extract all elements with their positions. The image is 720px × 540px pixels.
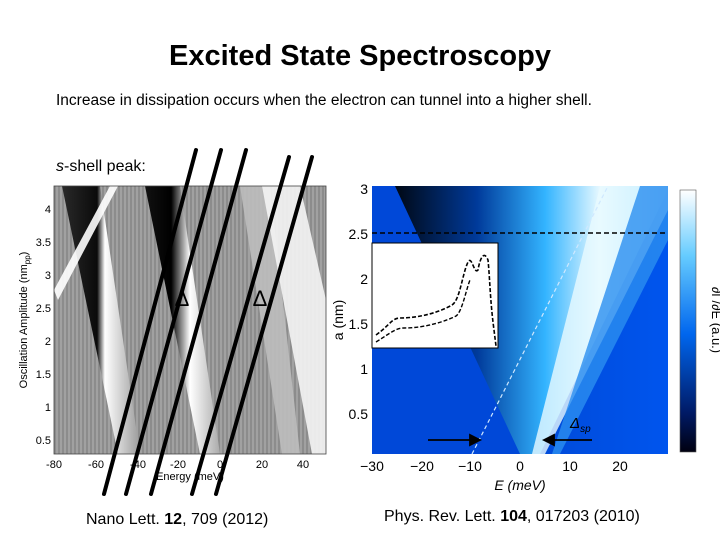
s-shell-peak-label: s-shell peak: — [56, 158, 146, 176]
right-xlabel: E (meV) — [494, 477, 545, 493]
left-xtick: 20 — [256, 459, 268, 471]
delta-arrows — [428, 433, 592, 447]
right-ytick: 3 — [360, 181, 368, 197]
inset-curve-1 — [375, 254, 497, 347]
left-ytick: 2 — [45, 336, 51, 348]
right-citation-volume: 104 — [500, 508, 527, 525]
right-xtick: −10 — [458, 458, 482, 474]
left-ytick: 3 — [45, 270, 51, 282]
right-ytick: 2.5 — [349, 226, 369, 242]
s-shell-suffix: -shell peak: — [64, 158, 146, 175]
colorbar-label: ∂Γ/∂E (a.u.) — [709, 287, 720, 353]
left-spectrum-plot: -80 -60 -40 -20 0 20 40 Energy (meV) 0.5… — [18, 185, 327, 483]
left-ylabel: Oscillation Amplitude (nmpp) — [18, 252, 32, 389]
left-citation-journal: Nano Lett. — [86, 511, 165, 528]
left-ytick: 2.5 — [36, 303, 51, 315]
right-spectrum-plot: Δsp −30 −20 −10 0 10 20 E (meV) 0.5 1 1.… — [330, 181, 720, 493]
s-letter: s — [56, 158, 64, 175]
right-xtick: −30 — [360, 458, 384, 474]
left-xtick: 40 — [297, 459, 309, 471]
left-band-3 — [240, 186, 300, 454]
left-xtick: -80 — [46, 459, 62, 471]
colorbar — [679, 189, 697, 453]
left-yticks: 0.5 1 1.5 2 2.5 3 3.5 4 — [36, 204, 51, 447]
left-xtick: -60 — [88, 459, 104, 471]
left-ytick: 0.5 — [36, 435, 51, 447]
right-citation: Phys. Rev. Lett. 104, 017203 (2010) — [384, 508, 640, 526]
right-xtick: 20 — [612, 458, 628, 474]
right-ylabel: a (nm) — [330, 300, 346, 340]
right-outer-band — [552, 186, 668, 454]
slide-subtitle: Increase in dissipation occurs when the … — [56, 92, 592, 109]
slide-title: Excited State Spectroscopy — [169, 40, 551, 72]
left-xticks: -80 -60 -40 -20 0 20 40 — [46, 459, 309, 471]
inset-curve-2 — [375, 279, 471, 343]
right-inset — [371, 242, 499, 349]
right-citation-rest: , 017203 (2010) — [526, 508, 640, 525]
delta-sp-label: Δsp — [569, 415, 591, 435]
right-xtick: 0 — [516, 458, 524, 474]
annotation-line-3 — [149, 148, 248, 496]
left-ytick: 4 — [45, 204, 51, 216]
right-ytick: 1.5 — [349, 316, 369, 332]
left-band-2 — [145, 186, 220, 454]
inset-frame — [371, 242, 499, 349]
right-ytick: 0.5 — [349, 406, 369, 422]
left-ytick: 1 — [45, 402, 51, 414]
annotation-line-2 — [124, 148, 223, 496]
annotation-line-5 — [214, 155, 314, 496]
arrow-right-head — [541, 433, 555, 447]
delta-marker-1: Δ — [175, 286, 190, 311]
left-ytick: 3.5 — [36, 237, 51, 249]
left-cross-line — [54, 186, 118, 300]
left-xlabel: Energy (meV) — [156, 471, 224, 483]
right-xtick: 10 — [562, 458, 578, 474]
right-xticks: −30 −20 −10 0 10 20 — [360, 458, 628, 474]
annotation-line-4 — [190, 155, 291, 496]
annotation-lines — [102, 148, 314, 496]
delta-marker-2: Δ — [253, 286, 268, 311]
right-ytick: 2 — [360, 271, 368, 287]
left-xtick: -20 — [170, 459, 186, 471]
right-xtick: −20 — [410, 458, 434, 474]
right-dashed-diagonal — [471, 185, 609, 455]
arrow-left-head — [469, 433, 483, 447]
left-xtick: 0 — [217, 459, 223, 471]
left-ytick: 1.5 — [36, 369, 51, 381]
annotation-line-1 — [102, 148, 198, 496]
left-citation-rest: , 709 (2012) — [182, 511, 269, 528]
right-yticks: 0.5 1 1.5 2 2.5 3 — [349, 181, 369, 422]
left-citation-volume: 12 — [164, 511, 183, 528]
right-citation-journal: Phys. Rev. Lett. — [384, 508, 501, 525]
right-ytick: 1 — [360, 361, 368, 377]
left-citation: Nano Lett. 12, 709 (2012) — [86, 511, 268, 529]
left-plot-frame — [53, 185, 327, 455]
left-band-4 — [262, 186, 326, 454]
